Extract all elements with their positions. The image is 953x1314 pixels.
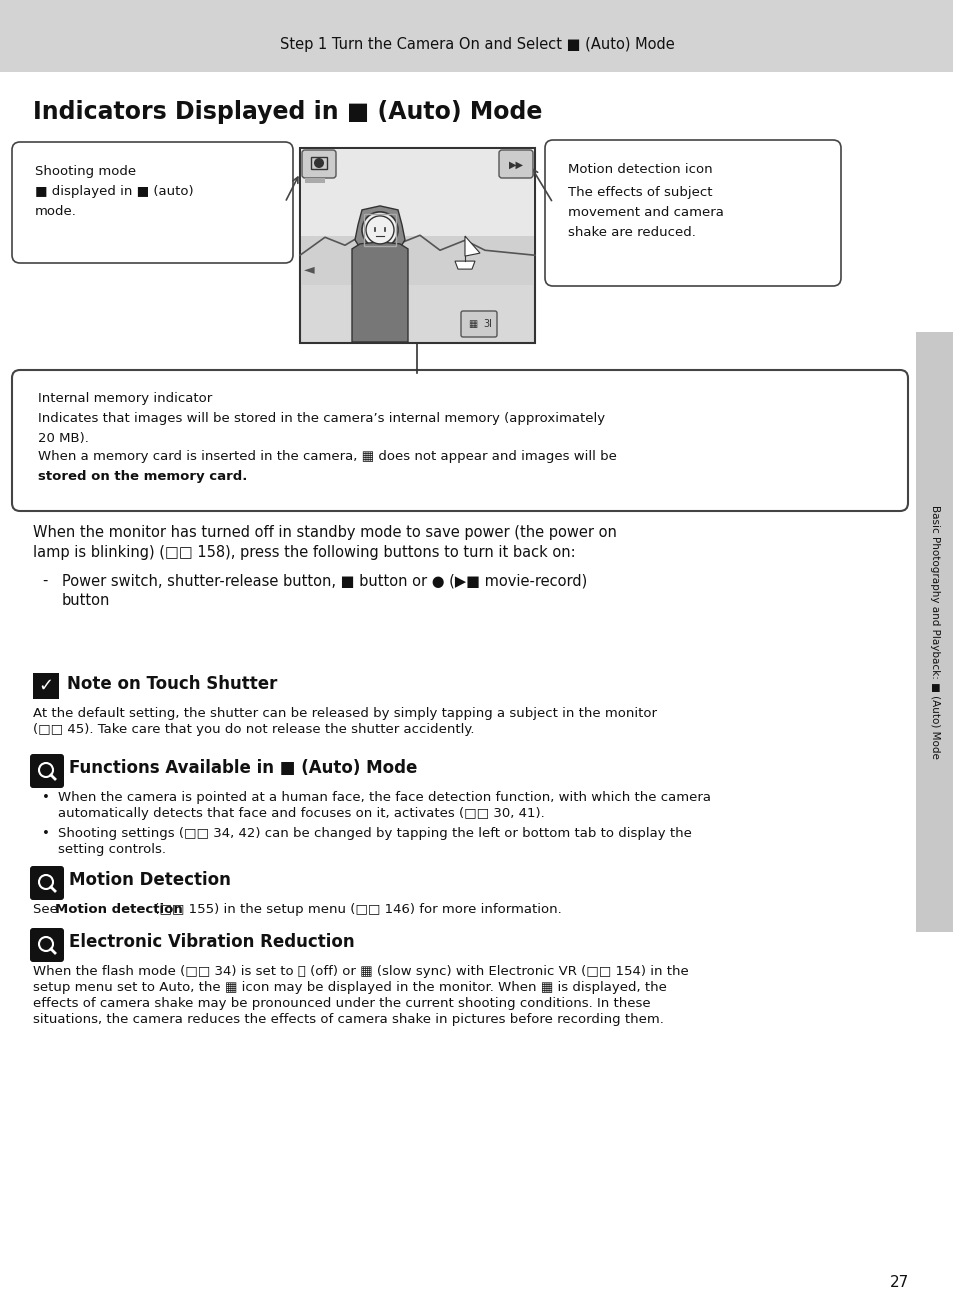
Bar <box>33 673 59 699</box>
Text: ◄: ◄ <box>304 261 314 276</box>
Text: situations, the camera reduces the effects of camera shake in pictures before re: situations, the camera reduces the effec… <box>33 1013 663 1026</box>
Text: When a memory card is inserted in the camera, ▦ does not appear and images will : When a memory card is inserted in the ca… <box>38 449 617 463</box>
FancyBboxPatch shape <box>12 142 293 263</box>
Text: Motion detection: Motion detection <box>55 903 183 916</box>
Text: Motion detection icon: Motion detection icon <box>567 163 712 176</box>
Text: effects of camera shake may be pronounced under the current shooting conditions.: effects of camera shake may be pronounce… <box>33 997 650 1010</box>
Text: mode.: mode. <box>35 205 77 218</box>
Text: lamp is blinking) (□□ 158), press the following buttons to turn it back on:: lamp is blinking) (□□ 158), press the fo… <box>33 545 575 560</box>
Circle shape <box>314 158 324 168</box>
Text: The effects of subject: The effects of subject <box>567 187 712 198</box>
Text: 20 MB).: 20 MB). <box>38 432 89 445</box>
FancyBboxPatch shape <box>299 148 535 343</box>
Text: 3l: 3l <box>483 319 492 328</box>
Text: Step 1 Turn the Camera On and Select ■ (Auto) Mode: Step 1 Turn the Camera On and Select ■ (… <box>279 37 674 51</box>
Text: Internal memory indicator: Internal memory indicator <box>38 392 212 405</box>
Text: Note on Touch Shutter: Note on Touch Shutter <box>67 675 277 692</box>
Text: Basic Photography and Playback: ■ (Auto) Mode: Basic Photography and Playback: ■ (Auto)… <box>929 505 939 759</box>
Text: (□□ 45). Take care that you do not release the shutter accidently.: (□□ 45). Take care that you do not relea… <box>33 723 474 736</box>
Text: Power switch, shutter-release button, ■ button or ● (▶■ movie-record): Power switch, shutter-release button, ■ … <box>62 573 587 587</box>
Polygon shape <box>464 237 479 256</box>
Text: -: - <box>42 573 48 587</box>
Text: stored on the memory card.: stored on the memory card. <box>38 470 247 484</box>
Circle shape <box>366 215 394 244</box>
Text: 27: 27 <box>889 1275 908 1290</box>
Text: (□□ 155) in the setup menu (□□ 146) for more information.: (□□ 155) in the setup menu (□□ 146) for … <box>150 903 561 916</box>
FancyBboxPatch shape <box>460 311 497 336</box>
Text: Indicates that images will be stored in the camera’s internal memory (approximat: Indicates that images will be stored in … <box>38 413 604 424</box>
Bar <box>305 177 325 183</box>
Text: movement and camera: movement and camera <box>567 206 723 219</box>
Circle shape <box>361 212 397 248</box>
Text: •: • <box>42 827 50 840</box>
Text: ✓: ✓ <box>38 677 53 695</box>
Bar <box>301 235 534 285</box>
Text: When the flash mode (□□ 34) is set to ⦿ (off) or ▦ (slow sync) with Electronic V: When the flash mode (□□ 34) is set to ⦿ … <box>33 964 688 978</box>
FancyBboxPatch shape <box>498 150 533 177</box>
Text: button: button <box>62 593 111 608</box>
Text: setting controls.: setting controls. <box>58 844 166 855</box>
Text: ■ displayed in ■ (auto): ■ displayed in ■ (auto) <box>35 185 193 198</box>
FancyBboxPatch shape <box>544 141 841 286</box>
Text: Shooting settings (□□ 34, 42) can be changed by tapping the left or bottom tab t: Shooting settings (□□ 34, 42) can be cha… <box>58 827 691 840</box>
Text: At the default setting, the shutter can be released by simply tapping a subject : At the default setting, the shutter can … <box>33 707 657 720</box>
FancyBboxPatch shape <box>30 754 64 788</box>
Text: setup menu set to Auto, the ▦ icon may be displayed in the monitor. When ▦ is di: setup menu set to Auto, the ▦ icon may b… <box>33 982 666 993</box>
Bar <box>0 0 953 72</box>
Text: Motion Detection: Motion Detection <box>69 871 231 890</box>
Text: •: • <box>42 791 50 804</box>
Text: Indicators Displayed in ■ (Auto) Mode: Indicators Displayed in ■ (Auto) Mode <box>33 100 542 124</box>
FancyBboxPatch shape <box>12 371 907 511</box>
Polygon shape <box>352 242 408 342</box>
Text: Electronic Vibration Reduction: Electronic Vibration Reduction <box>69 933 355 951</box>
Text: When the monitor has turned off in standby mode to save power (the power on: When the monitor has turned off in stand… <box>33 526 617 540</box>
Text: See: See <box>33 903 62 916</box>
Bar <box>311 156 327 170</box>
Text: Functions Available in ■ (Auto) Mode: Functions Available in ■ (Auto) Mode <box>69 759 417 777</box>
Text: shake are reduced.: shake are reduced. <box>567 226 695 239</box>
FancyBboxPatch shape <box>30 866 64 900</box>
Text: ▦: ▦ <box>468 319 477 328</box>
Text: automatically detects that face and focuses on it, activates (□□ 30, 41).: automatically detects that face and focu… <box>58 807 544 820</box>
Text: When the camera is pointed at a human face, the face detection function, with wh: When the camera is pointed at a human fa… <box>58 791 710 804</box>
FancyBboxPatch shape <box>302 150 335 177</box>
Bar <box>915 332 953 932</box>
Polygon shape <box>455 261 475 269</box>
Text: Shooting mode: Shooting mode <box>35 166 136 177</box>
Bar <box>301 148 534 237</box>
Polygon shape <box>355 206 405 248</box>
FancyBboxPatch shape <box>30 928 64 962</box>
Text: ▶▶: ▶▶ <box>508 160 523 170</box>
